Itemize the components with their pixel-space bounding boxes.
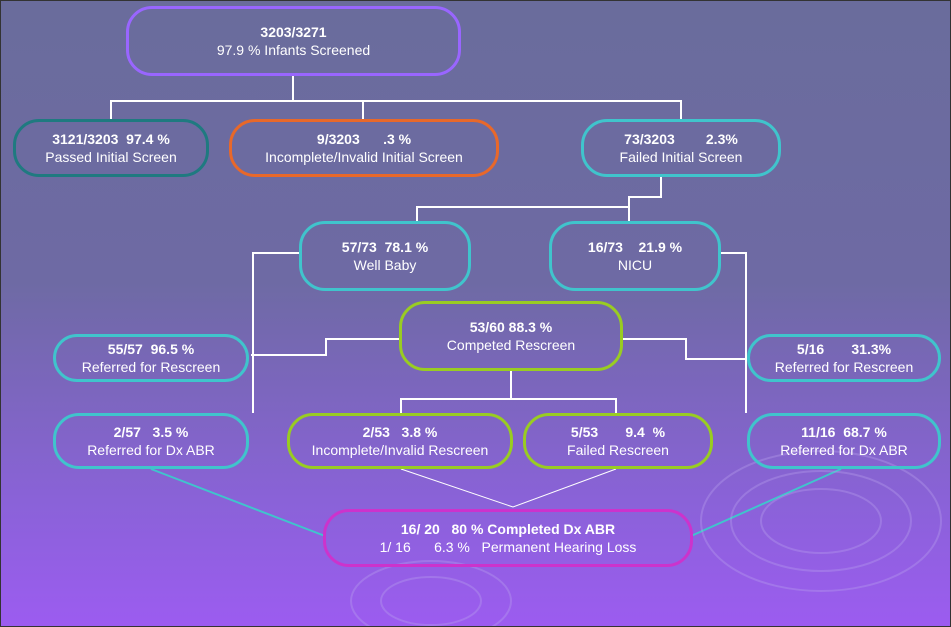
node-label: Competed Rescreen [446,337,576,353]
node-title: 5/53 9.4 % [570,424,666,440]
node-title: 73/3203 2.3% [624,131,738,147]
node-label: Incomplete/Invalid Rescreen [311,442,489,458]
node-title: 9/3203 .3 % [316,131,412,147]
flow-node: 11/16 68.7 % Referred for Dx ABR [747,413,941,469]
connector [623,338,747,360]
node-label: Referred for Rescreen [81,359,221,375]
node-label: 97.9 % Infants Screened [216,42,371,58]
node-title: 16/ 20 80 % Completed Dx ABR [400,521,616,537]
node-label: Passed Initial Screen [45,149,177,165]
node-title: 3203/3271 [260,24,327,40]
node-title: 3121/3203 97.4 % [52,131,170,147]
flow-node: 53/60 88.3 % Competed Rescreen [399,301,623,371]
connector [251,338,399,356]
node-label: Referred for Dx ABR [87,442,215,458]
node-title: 55/57 96.5 % [107,341,195,357]
flow-node: 2/53 3.8 % Incomplete/Invalid Rescreen [287,413,513,469]
node-title: 2/57 3.5 % [113,424,189,440]
node-label: Referred for Rescreen [774,359,914,375]
decor [350,450,942,626]
node-label: 1/ 16 6.3 % Permanent Hearing Loss [379,539,637,555]
node-title: 5/16 31.3% [796,341,892,357]
flow-node: 3203/3271 97.9 % Infants Screened [126,6,461,76]
flow-node: 16/ 20 80 % Completed Dx ABR 1/ 16 6.3 % … [323,509,693,567]
node-label: NICU [617,257,653,273]
node-label: Failed Initial Screen [619,149,743,165]
node-label: Incomplete/Invalid Initial Screen [265,149,463,165]
flow-node: 5/53 9.4 % Failed Rescreen [523,413,713,469]
node-title: 16/73 21.9 % [587,239,683,255]
connector [252,252,299,413]
flow-node: 3121/3203 97.4 % Passed Initial Screen [13,119,209,177]
node-label: Well Baby [353,257,417,273]
flow-node: 9/3203 .3 % Incomplete/Invalid Initial Sc… [229,119,499,177]
flow-node: 5/16 31.3% Referred for Rescreen [747,334,941,382]
flow-node: 16/73 21.9 % NICU [549,221,721,291]
connector [690,468,842,537]
flow-node: 55/57 96.5 % Referred for Rescreen [53,334,249,382]
thin-lines [400,468,617,508]
connector [400,468,617,508]
node-title: 53/60 88.3 % [469,319,553,335]
abr-lines [150,468,842,537]
node-title: 2/53 3.8 % [362,424,438,440]
flow-node: 57/73 78.1 % Well Baby [299,221,471,291]
node-label: Failed Rescreen [567,442,669,458]
tree-lines [110,76,747,413]
connector [150,468,326,537]
flow-node: 2/57 3.5 % Referred for Dx ABR [53,413,249,469]
flow-node: 73/3203 2.3% Failed Initial Screen [581,119,781,177]
connector [416,177,662,221]
node-title: 57/73 78.1 % [341,239,429,255]
connector [110,100,682,119]
connector [511,398,617,413]
node-label: Referred for Dx ABR [780,442,908,458]
node-title: 11/16 68.7 % [801,424,887,440]
connector [400,371,512,413]
connector [721,252,747,413]
